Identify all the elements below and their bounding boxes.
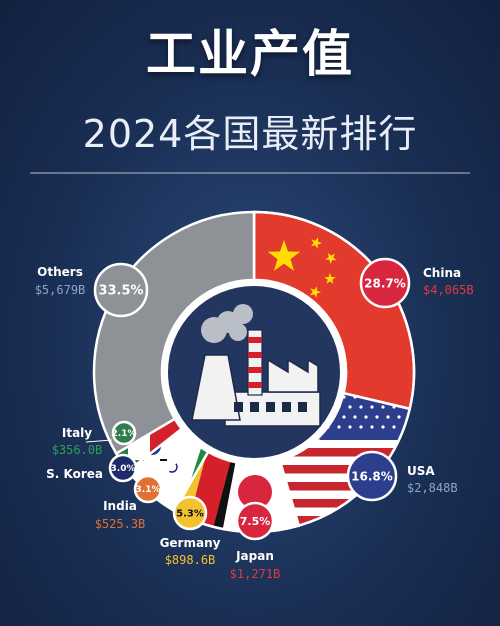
percent-label-usa: 16.8% — [351, 469, 393, 483]
percent-bubble-japan — [235, 501, 275, 541]
country-label-italy: Italy — [62, 426, 92, 440]
china-flag-star — [310, 286, 321, 298]
smoke-cloud — [229, 323, 247, 341]
amount-label-india: $525.3B — [95, 517, 146, 531]
divider — [30, 172, 470, 174]
country-label-s-korea: S. Korea — [46, 467, 103, 481]
percent-label-others: 33.5% — [98, 284, 143, 299]
country-label-india: India — [103, 499, 137, 513]
amount-label-italy: $356.0B — [52, 443, 103, 457]
page-subtitle: 2024各国最新排行 — [82, 112, 418, 156]
smoke-cloud — [233, 304, 253, 324]
page-title: 工业产值 — [146, 25, 354, 83]
flag-china — [267, 237, 337, 298]
amount-label-china: $4,065B — [423, 283, 474, 297]
country-label-others: Others — [37, 265, 83, 279]
amount-label-usa: $2,848B — [407, 481, 458, 495]
amount-label-others: $5,679B — [35, 283, 86, 297]
percent-label-china: 28.7% — [364, 276, 406, 290]
country-label-japan: Japan — [235, 549, 274, 563]
percent-label-japan: 7.5% — [240, 515, 271, 528]
percent-label-italy: 2.1% — [112, 429, 137, 439]
percent-bubble-others — [93, 262, 149, 318]
china-flag-star — [325, 252, 337, 264]
country-label-usa: USA — [407, 464, 435, 478]
country-label-china: China — [423, 266, 461, 280]
percent-bubble-china — [359, 257, 411, 309]
percent-bubble-india — [133, 474, 163, 504]
italy-leader-line — [85, 439, 113, 443]
factory-icon — [191, 304, 321, 427]
amount-label-japan: $1,271B — [230, 567, 281, 581]
percent-bubble-italy — [111, 420, 137, 446]
percent-label-germany: 5.3% — [176, 509, 204, 520]
amount-label-germany: $898.6B — [165, 553, 216, 567]
percent-bubble-s-korea — [108, 453, 138, 483]
percent-label-india: 3.1% — [136, 485, 161, 495]
country-label-germany: Germany — [160, 536, 221, 550]
percent-label-s-korea: 3.0% — [111, 464, 136, 474]
japan-flag-disc — [238, 475, 272, 509]
china-flag-star — [324, 273, 336, 284]
percent-bubble-germany — [172, 495, 208, 531]
percent-bubble-usa — [346, 450, 398, 502]
china-flag-star — [311, 237, 322, 249]
china-flag-star — [267, 240, 301, 271]
